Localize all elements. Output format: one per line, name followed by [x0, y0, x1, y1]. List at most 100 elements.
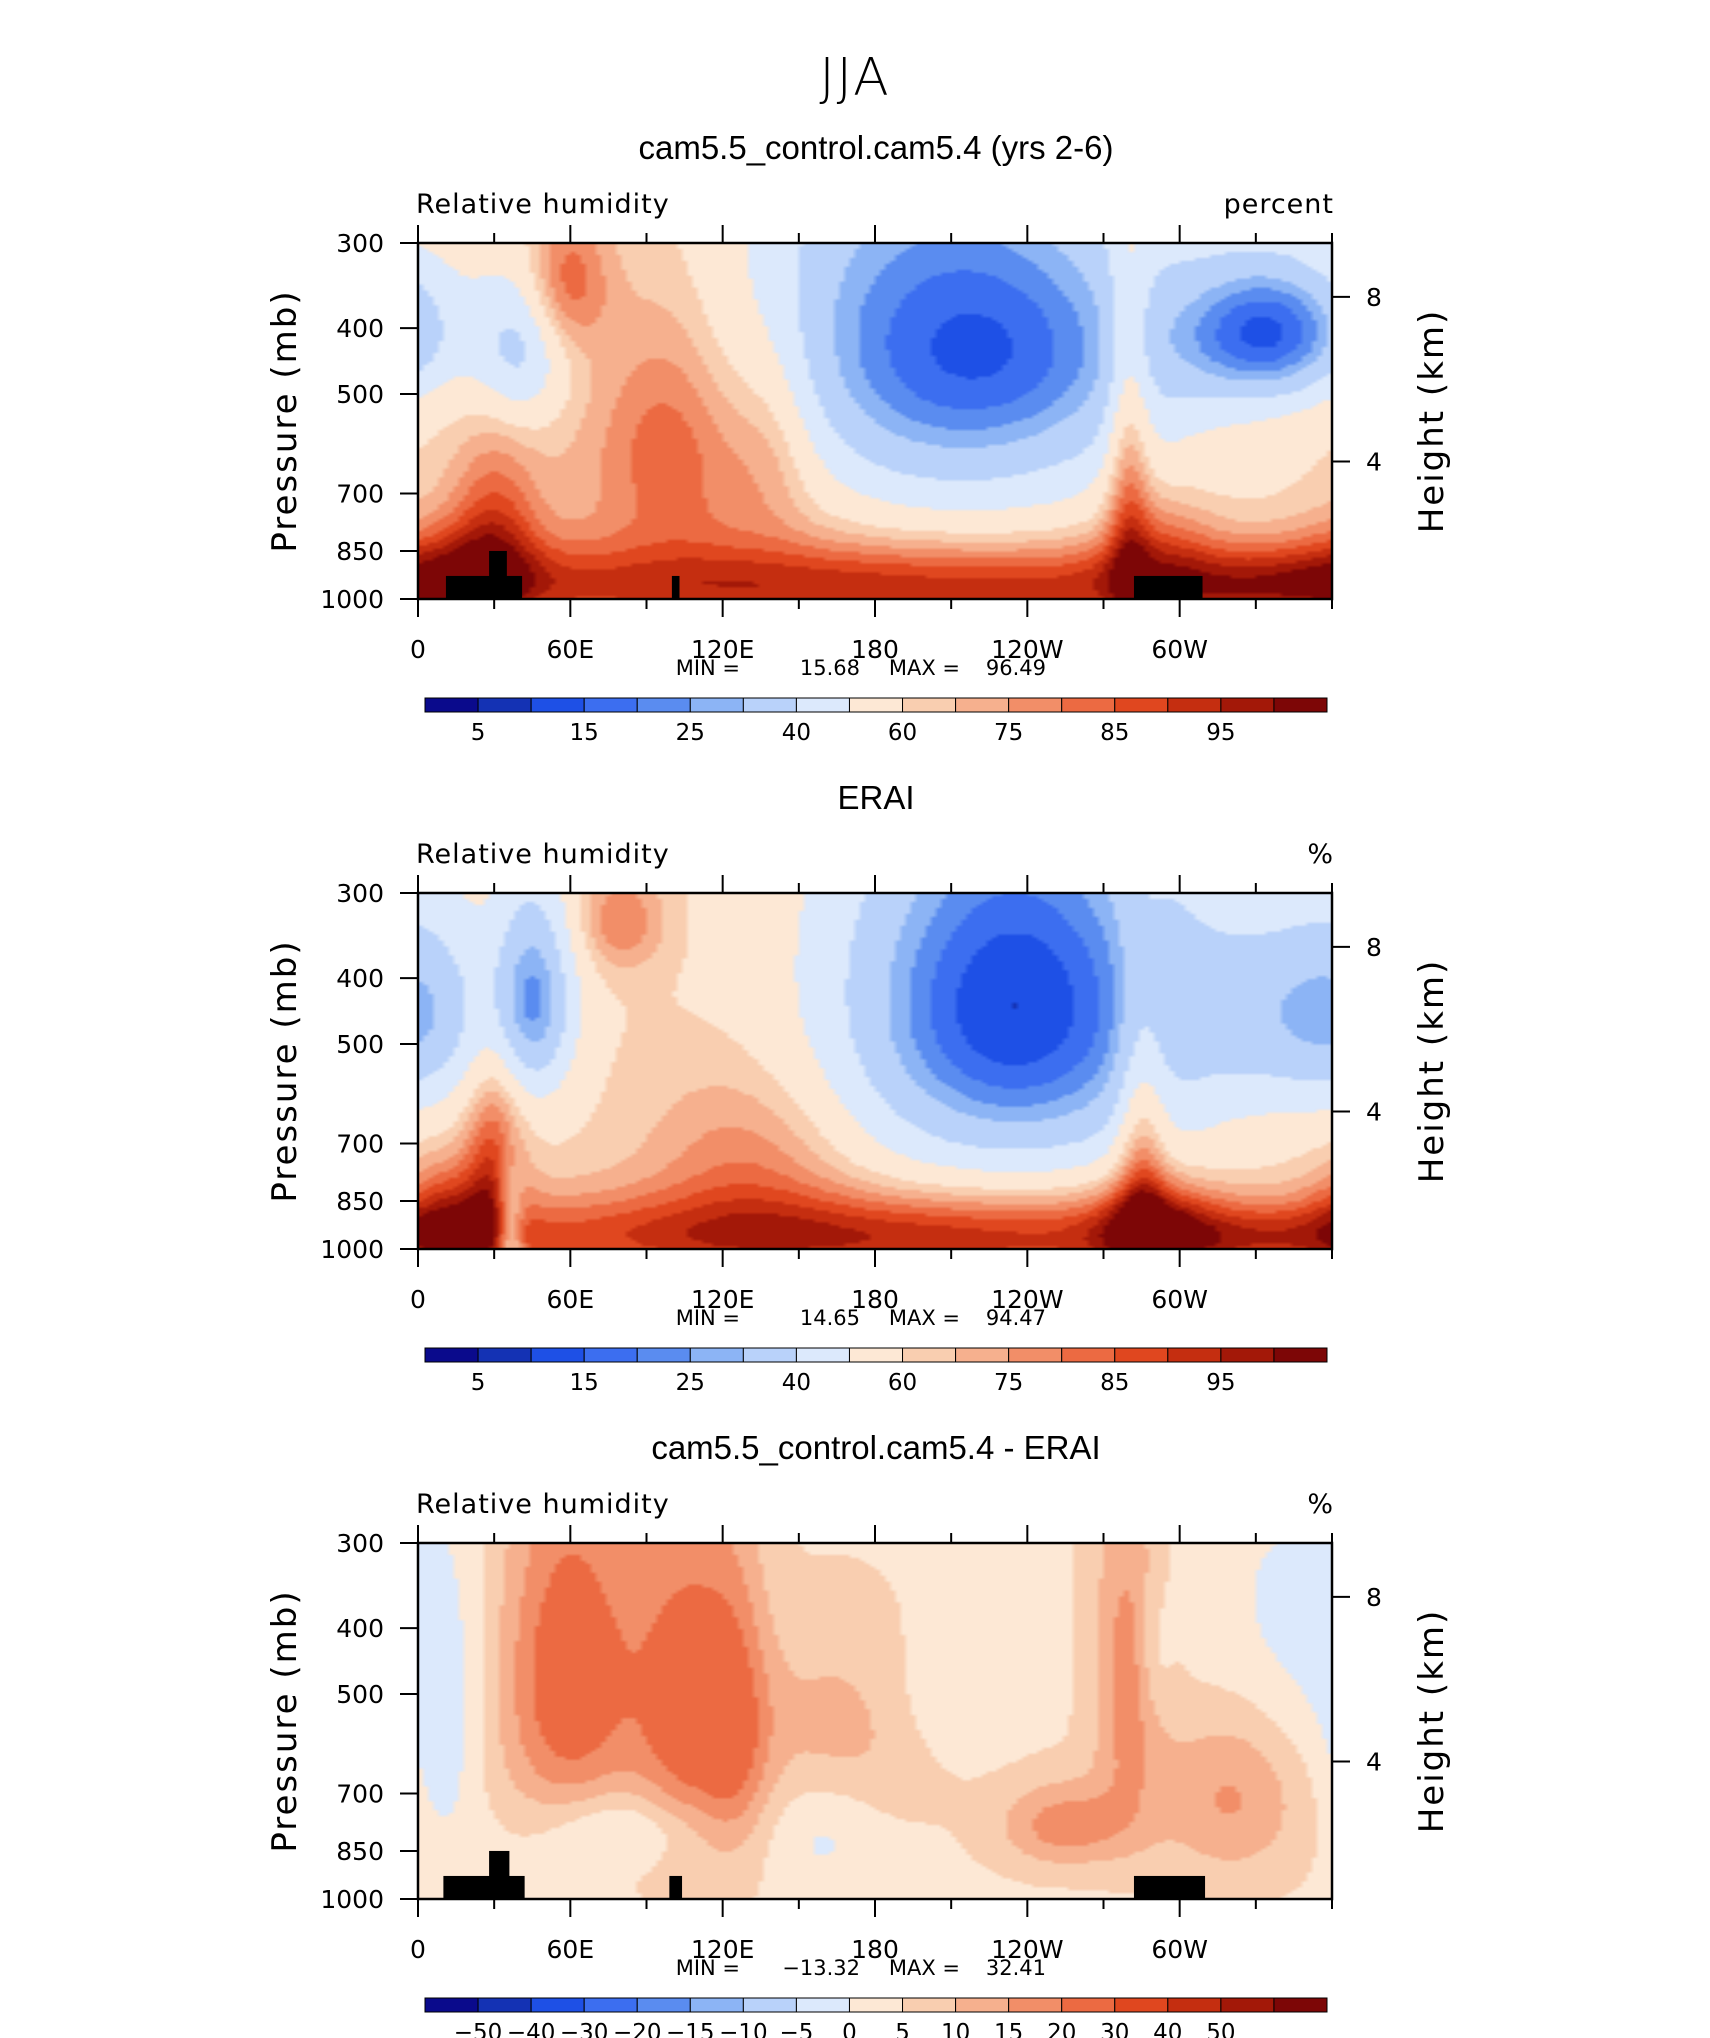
units-label: percent: [1224, 189, 1334, 220]
min-label: MIN =: [676, 1956, 740, 1980]
panel-title: cam5.5_control.cam5.4 (yrs 2-6): [638, 129, 1113, 166]
colorbar-box: [848, 1347, 904, 1363]
y-tick-label: 400: [336, 314, 384, 343]
max-value: 96.49: [986, 656, 1046, 680]
colorbar-box: [1220, 697, 1275, 713]
topography-mask: [445, 575, 523, 599]
colorbar-box: [1008, 697, 1063, 713]
colorbar-label: 15: [994, 2020, 1023, 2038]
units-label: %: [1307, 839, 1334, 870]
colorbar-box: [1061, 1997, 1116, 2013]
colorbar-label: −30: [560, 2020, 609, 2038]
colorbar-box: [795, 1997, 850, 2013]
colorbar-box: [689, 1347, 744, 1363]
variable-label: Relative humidity: [416, 1489, 670, 1520]
colorbar-label: 60: [888, 1370, 917, 1396]
min-value: −13.32: [782, 1956, 860, 1980]
y-tick-label: 300: [336, 1529, 384, 1558]
colorbar-label: 15: [570, 1370, 599, 1396]
x-tick-label: 120E: [691, 635, 755, 664]
colorbar-box: [955, 1997, 1010, 2013]
humidity-field: [418, 893, 1332, 1249]
colorbar-box: [1273, 697, 1328, 713]
y-tick-label: 300: [336, 229, 384, 258]
colorbar-box: [424, 1997, 479, 2013]
x-tick-label: 60W: [1151, 635, 1208, 664]
topography-mask: [489, 1850, 510, 1899]
y-tick-label: 700: [336, 1780, 384, 1809]
variable-label: Relative humidity: [416, 839, 670, 870]
colorbar-box: [902, 1347, 957, 1363]
colorbar-label: 5: [471, 1370, 486, 1396]
colorbar-label: 0: [842, 2020, 857, 2038]
colorbar-box: [530, 1347, 585, 1363]
colorbar-box: [583, 1997, 638, 2013]
colorbar-box: [955, 697, 1010, 713]
colorbar-box: [424, 697, 479, 713]
colorbar-box: [636, 1997, 691, 2013]
y-tick-label: 400: [336, 1614, 384, 1643]
min-value: 14.65: [800, 1306, 860, 1330]
topography-mask: [489, 550, 507, 599]
colorbar-box: [583, 697, 638, 713]
colorbar-box: [530, 697, 585, 713]
y-tick-label: 500: [336, 380, 384, 409]
colorbar-label: −20: [613, 2020, 662, 2038]
x-tick-label: 0: [410, 1285, 426, 1314]
panel-model: cam5.5_control.cam5.4 (yrs 2-6) Relative …: [265, 129, 1452, 746]
y-tick-label: 700: [336, 480, 384, 509]
colorbar-label: 40: [782, 720, 811, 746]
y-tick-label: 1000: [320, 585, 384, 614]
colorbar-box: [1167, 1347, 1222, 1363]
colorbar-box: [583, 1347, 638, 1363]
colorbar-label: 30: [1100, 2020, 1129, 2038]
y-tick-label: 850: [336, 1187, 384, 1216]
colorbar-label: 95: [1206, 1370, 1235, 1396]
max-label: MAX =: [889, 1306, 960, 1330]
colorbar-label: 10: [941, 2020, 970, 2038]
x-tick-label: 120E: [691, 1285, 755, 1314]
x-tick-label: 120E: [691, 1935, 755, 1964]
humidity-field: [418, 1543, 1332, 1899]
colorbar-box: [742, 1347, 797, 1363]
y-tick-label: 850: [336, 537, 384, 566]
min-label: MIN =: [676, 656, 740, 680]
x-tick-label: 180: [851, 635, 899, 664]
colorbar-label: −40: [507, 2020, 556, 2038]
colorbar-label: 5: [471, 720, 486, 746]
topography-mask: [669, 1875, 683, 1899]
x-tick-label: 0: [410, 1935, 426, 1964]
units-label: %: [1307, 1489, 1334, 1520]
colorbar-box: [902, 1997, 957, 2013]
colorbar-label: 25: [676, 1370, 705, 1396]
x-tick-label: 60E: [547, 635, 595, 664]
height-tick-label: 8: [1366, 933, 1382, 962]
height-tick-label: 4: [1366, 1747, 1382, 1776]
min-label: MIN =: [676, 1306, 740, 1330]
height-tick-label: 8: [1366, 1583, 1382, 1612]
colorbar-box: [1114, 697, 1169, 713]
colorbar-box: [636, 697, 691, 713]
colorbar-box: [1167, 1997, 1222, 2013]
x-tick-label: 60W: [1151, 1935, 1208, 1964]
right-axis-title: Height (km): [1412, 959, 1452, 1184]
colorbar-box: [1061, 1347, 1116, 1363]
y-tick-label: 850: [336, 1837, 384, 1866]
colorbar-label: 75: [994, 720, 1023, 746]
x-tick-label: 60W: [1151, 1285, 1208, 1314]
colorbar-box: [689, 1997, 744, 2013]
x-tick-label: 60E: [547, 1285, 595, 1314]
colorbar-box: [1114, 1997, 1169, 2013]
right-axis-title: Height (km): [1412, 309, 1452, 534]
colorbar-label: 60: [888, 720, 917, 746]
colorbar-box: [530, 1997, 585, 2013]
colorbar-box: [1273, 1347, 1328, 1363]
colorbar-box: [795, 697, 850, 713]
y-tick-label: 300: [336, 879, 384, 908]
colorbar-box: [1220, 1997, 1275, 2013]
x-tick-label: 60E: [547, 1935, 595, 1964]
x-tick-label: 120W: [991, 635, 1063, 664]
colorbar-box: [902, 697, 957, 713]
y-tick-label: 400: [336, 964, 384, 993]
topography-mask: [1133, 1875, 1206, 1899]
